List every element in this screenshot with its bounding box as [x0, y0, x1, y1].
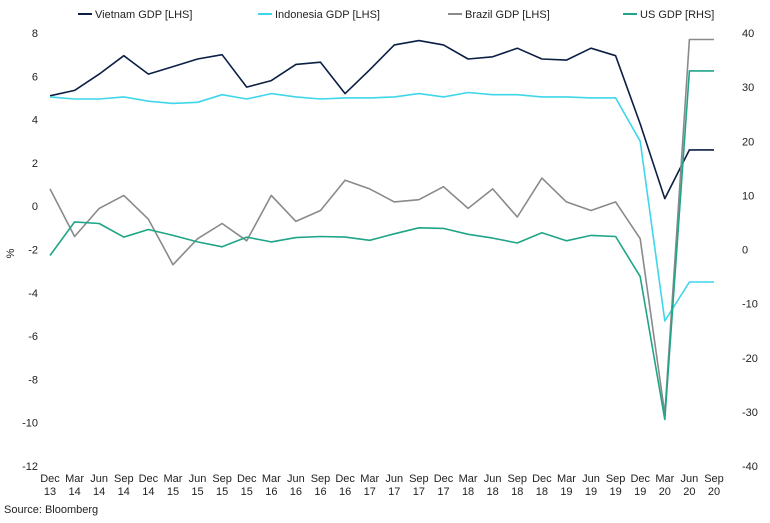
- y-tick-label-right: 20: [742, 136, 754, 148]
- series-line-us-gdp-rhs: [49, 70, 714, 421]
- x-tick-label: Sep 20: [704, 473, 724, 498]
- x-tick-label: Dec 16: [335, 473, 355, 498]
- y-tick-label-left: 8: [32, 28, 38, 40]
- y-tick-label-left: 0: [32, 201, 38, 213]
- x-tick-label: Sep 17: [409, 473, 429, 498]
- x-tick-label: Dec 18: [532, 473, 552, 498]
- x-tick-label: Dec 15: [237, 473, 257, 498]
- y-tick-label-right: -20: [742, 353, 758, 365]
- x-tick-label: Mar 14: [65, 473, 84, 498]
- y-tick-label-left: -10: [22, 418, 38, 430]
- y-tick-label-left: 6: [32, 71, 38, 83]
- y-tick-label-right: -30: [742, 407, 758, 419]
- x-tick-label: Jun 17: [385, 473, 403, 498]
- x-tick-label: Sep 14: [114, 473, 134, 498]
- y-tick-label-left: 4: [32, 115, 38, 127]
- y-tick-label-right: 30: [742, 82, 754, 94]
- x-tick-label: Jun 20: [681, 473, 699, 498]
- x-tick-label: Mar 19: [557, 473, 576, 498]
- x-tick-label: Jun 14: [90, 473, 108, 498]
- y-tick-label-left: -2: [28, 245, 38, 257]
- y-tick-label-left: 2: [32, 158, 38, 170]
- y-tick-label-right: 10: [742, 190, 754, 202]
- y-tick-label-left: -8: [28, 374, 38, 386]
- y-tick-label-left: -6: [28, 331, 38, 343]
- legend: Vietnam GDP [LHS] Indonesia GDP [LHS] Braz…: [78, 9, 714, 21]
- x-tick-label: Jun 15: [189, 473, 207, 498]
- legend-label: Indonesia GDP [LHS]: [275, 9, 380, 21]
- legend-label: US GDP [RHS]: [640, 9, 714, 21]
- x-tick-label: Sep 15: [212, 473, 232, 498]
- x-tick-label: Sep 19: [606, 473, 626, 498]
- x-tick-label: Dec 14: [139, 473, 159, 498]
- y-axis-label: %: [5, 248, 17, 258]
- x-tick-label: Mar 16: [262, 473, 281, 498]
- x-tick-label: Sep 16: [311, 473, 331, 498]
- series-line-indonesia-gdp-lhs: [49, 91, 714, 322]
- x-tick-label: Jun 16: [287, 473, 305, 498]
- y-tick-label-left: -4: [28, 288, 38, 300]
- x-tick-label: Jun 18: [484, 473, 502, 498]
- x-tick-label: Sep 18: [507, 473, 527, 498]
- y-tick-label-left: -12: [22, 461, 38, 473]
- legend-label: Brazil GDP [LHS]: [465, 9, 550, 21]
- series-line-vietnam-gdp-lhs: [49, 39, 714, 200]
- x-tick-label: Mar 17: [360, 473, 379, 498]
- x-tick-label: Mar 15: [163, 473, 182, 498]
- x-tick-label: Jun 19: [582, 473, 600, 498]
- x-tick-label: Dec 17: [434, 473, 454, 498]
- y-tick-label-right: -40: [742, 461, 758, 473]
- y-tick-label-right: -10: [742, 299, 758, 311]
- legend-label: Vietnam GDP [LHS]: [95, 9, 192, 21]
- y-tick-label-right: 0: [742, 245, 748, 257]
- x-tick-label: Dec 13: [40, 473, 60, 498]
- x-tick-label: Mar 20: [655, 473, 674, 498]
- x-tick-label: Dec 19: [630, 473, 650, 498]
- source-note: Source: Bloomberg: [4, 504, 98, 516]
- x-tick-label: Mar 18: [459, 473, 478, 498]
- series-lines: [49, 38, 714, 421]
- y-tick-label-right: 40: [742, 28, 754, 40]
- series-line-brazil-gdp-lhs: [49, 38, 714, 415]
